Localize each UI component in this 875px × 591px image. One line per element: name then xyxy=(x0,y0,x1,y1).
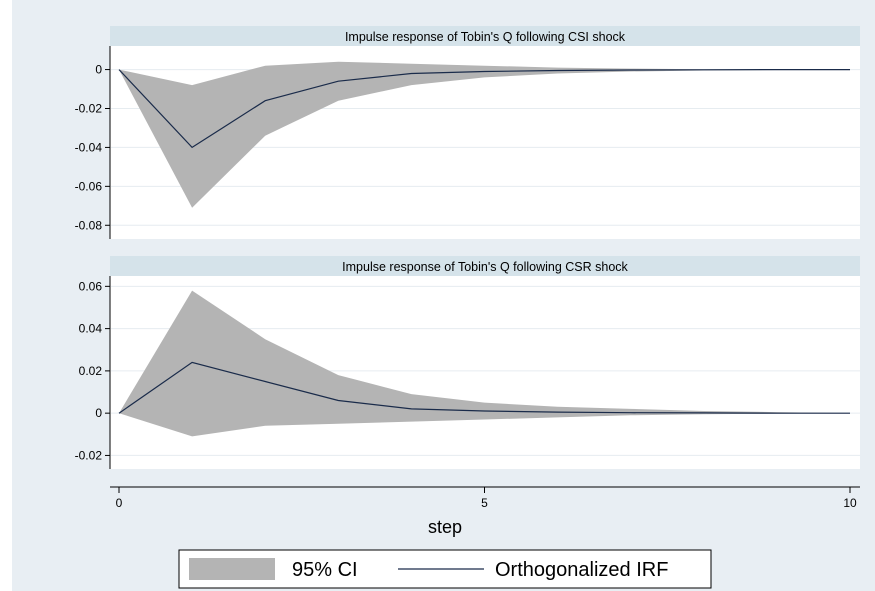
panel-csr: Impulse response of Tobin's Q following … xyxy=(75,256,860,469)
panel-csi: Impulse response of Tobin's Q following … xyxy=(75,26,860,239)
panel-csi-y-ticks: 0 -0.02 -0.04 -0.06 -0.08 xyxy=(75,63,110,232)
y-tick-label: 0.02 xyxy=(79,364,103,378)
panel-csi-ci-band xyxy=(119,61,850,208)
y-tick-label: 0 xyxy=(95,63,102,77)
panel-csi-irf-line xyxy=(118,68,850,149)
panel-csr-title: Impulse response of Tobin's Q following … xyxy=(342,260,628,274)
panel-csr-irf-line xyxy=(118,361,850,414)
y-tick-label: 0.06 xyxy=(79,279,103,293)
y-tick-label: -0.04 xyxy=(75,140,103,154)
x-axis: 0 5 10 xyxy=(110,486,860,510)
panel-csr-title-bar xyxy=(110,256,860,276)
panel-csr-y-ticks: 0.06 0.04 0.02 0 -0.02 xyxy=(75,279,110,462)
x-tick-label: 0 xyxy=(116,496,123,510)
y-tick-label: -0.02 xyxy=(75,101,103,115)
legend: 95% CI Orthogonalized IRF xyxy=(178,549,712,589)
x-axis-label: step xyxy=(428,517,462,537)
irf-chart: Impulse response of Tobin's Q following … xyxy=(75,26,860,589)
panel-csi-title-bar xyxy=(110,26,860,46)
chart-stage: Impulse response of Tobin's Q following … xyxy=(12,0,875,591)
panel-csi-title: Impulse response of Tobin's Q following … xyxy=(345,30,626,44)
legend-label-ci: 95% CI xyxy=(292,559,358,581)
y-tick-label: 0.04 xyxy=(79,322,103,336)
legend-swatch-ci xyxy=(189,558,275,580)
y-tick-label: -0.08 xyxy=(75,218,103,232)
x-tick-label: 10 xyxy=(843,496,857,510)
legend-label-irf: Orthogonalized IRF xyxy=(495,559,668,581)
panel-csr-ci-band xyxy=(119,290,850,437)
y-tick-label: -0.02 xyxy=(75,448,103,462)
x-tick-label: 5 xyxy=(481,496,488,510)
y-tick-label: 0 xyxy=(95,406,102,420)
y-tick-label: -0.06 xyxy=(75,179,103,193)
